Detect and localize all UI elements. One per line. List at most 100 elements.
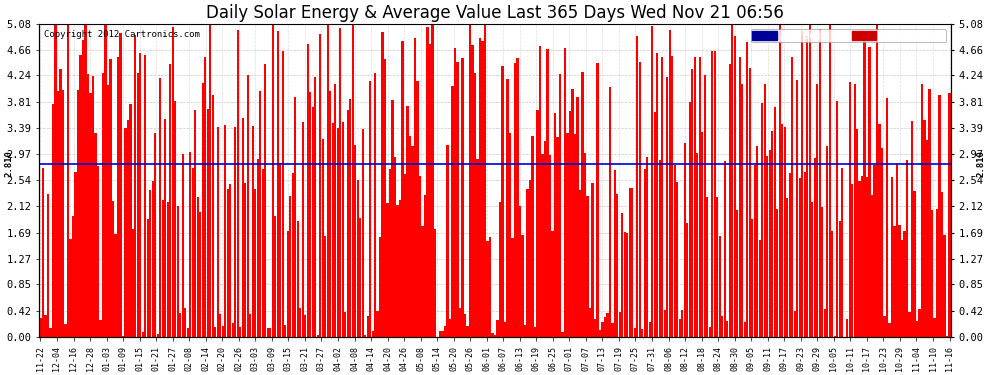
Bar: [184, 308, 186, 337]
Title: Daily Solar Energy & Average Value Last 365 Days Wed Nov 21 06:56: Daily Solar Energy & Average Value Last …: [206, 4, 784, 22]
Bar: [125, 128, 127, 337]
Bar: [681, 310, 683, 337]
Bar: [771, 131, 773, 337]
Bar: [924, 120, 926, 337]
Bar: [227, 189, 229, 337]
Bar: [699, 57, 701, 337]
Bar: [701, 132, 704, 337]
Bar: [627, 233, 629, 337]
Bar: [506, 78, 509, 337]
Bar: [161, 200, 164, 337]
Bar: [594, 318, 596, 337]
Bar: [758, 240, 761, 337]
Bar: [934, 318, 936, 337]
Bar: [743, 322, 745, 337]
Bar: [839, 220, 841, 337]
Bar: [274, 216, 276, 337]
Bar: [796, 81, 798, 337]
Bar: [192, 168, 194, 337]
Bar: [569, 111, 571, 337]
Bar: [514, 63, 516, 337]
Bar: [169, 64, 171, 337]
Bar: [686, 224, 688, 337]
Bar: [351, 24, 353, 337]
Bar: [524, 326, 526, 337]
Bar: [324, 236, 327, 337]
Bar: [648, 322, 651, 337]
Bar: [59, 69, 61, 337]
Bar: [132, 229, 134, 337]
Bar: [386, 202, 389, 337]
Bar: [851, 184, 853, 337]
Bar: [414, 38, 416, 337]
Bar: [269, 328, 271, 337]
Bar: [726, 321, 729, 337]
Bar: [240, 327, 242, 337]
Bar: [842, 168, 843, 337]
Bar: [522, 235, 524, 337]
Bar: [537, 110, 539, 337]
Bar: [868, 47, 871, 337]
Bar: [653, 112, 656, 337]
Bar: [419, 177, 421, 337]
Bar: [721, 315, 724, 337]
Bar: [943, 235, 945, 337]
Bar: [179, 314, 181, 337]
Bar: [763, 84, 766, 337]
Legend: Average  ($), Daily   ($): Average ($), Daily ($): [750, 28, 945, 42]
Bar: [304, 315, 306, 337]
Bar: [494, 335, 496, 337]
Bar: [589, 308, 591, 337]
Bar: [604, 318, 606, 337]
Text: 2.810: 2.810: [4, 150, 13, 177]
Bar: [187, 328, 189, 337]
Bar: [499, 202, 501, 337]
Bar: [532, 136, 534, 337]
Bar: [432, 24, 434, 337]
Bar: [831, 231, 834, 337]
Bar: [235, 127, 237, 337]
Bar: [212, 95, 214, 337]
Bar: [668, 30, 671, 337]
Bar: [901, 240, 903, 337]
Bar: [107, 85, 109, 337]
Bar: [931, 210, 934, 337]
Bar: [79, 55, 81, 337]
Bar: [848, 82, 850, 337]
Bar: [642, 329, 644, 337]
Bar: [197, 198, 199, 337]
Bar: [64, 324, 66, 337]
Bar: [40, 318, 42, 337]
Bar: [544, 141, 546, 337]
Bar: [601, 322, 604, 337]
Bar: [114, 234, 117, 337]
Bar: [899, 225, 901, 337]
Bar: [519, 206, 521, 337]
Bar: [99, 320, 102, 337]
Bar: [117, 57, 119, 337]
Bar: [389, 169, 391, 337]
Bar: [164, 118, 166, 337]
Bar: [145, 54, 147, 337]
Bar: [384, 59, 386, 337]
Bar: [479, 38, 481, 337]
Bar: [691, 69, 693, 337]
Bar: [391, 100, 394, 337]
Bar: [794, 311, 796, 337]
Bar: [399, 200, 401, 337]
Bar: [294, 97, 296, 337]
Bar: [254, 189, 256, 337]
Bar: [484, 24, 486, 337]
Bar: [914, 191, 916, 337]
Bar: [142, 332, 144, 337]
Bar: [706, 197, 709, 337]
Bar: [584, 153, 586, 337]
Bar: [579, 190, 581, 337]
Bar: [824, 309, 826, 337]
Bar: [834, 336, 836, 337]
Bar: [811, 202, 814, 337]
Bar: [748, 68, 750, 337]
Bar: [761, 104, 763, 337]
Bar: [54, 24, 56, 337]
Bar: [61, 90, 64, 337]
